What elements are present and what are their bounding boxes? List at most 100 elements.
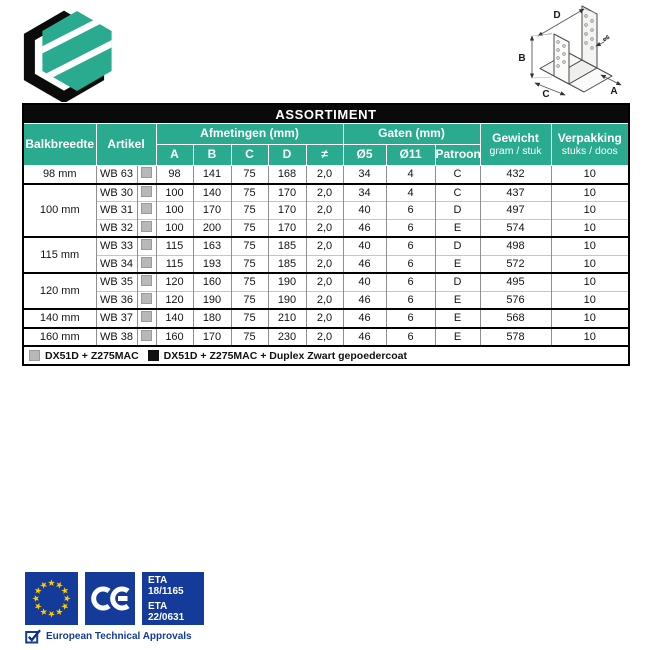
- verpakking-cell: 10: [550, 236, 630, 255]
- d11-cell: 4: [385, 182, 435, 202]
- t-cell: 2,0: [305, 165, 343, 184]
- d11-cell: 6: [385, 254, 435, 273]
- material-swatch-cell: [136, 165, 156, 184]
- col-header-verpakking: Verpakking stuks / doos: [550, 123, 630, 166]
- d-cell: 190: [267, 290, 306, 309]
- c-cell: 75: [230, 201, 268, 219]
- c-cell: 75: [230, 218, 268, 237]
- c-cell: 75: [230, 308, 268, 328]
- material-swatch-cell: [136, 308, 156, 328]
- joist-hanger-drawing-icon: D B C A ø6: [518, 5, 622, 100]
- balkbreedte-cell: 115 mm: [22, 236, 96, 273]
- a-cell: 100: [155, 201, 193, 219]
- a-cell: 160: [155, 326, 193, 346]
- gewicht-unit-label: gram / stuk: [489, 145, 542, 158]
- d5-cell: 46: [342, 254, 386, 273]
- d5-cell: 40: [342, 201, 386, 219]
- material-swatch-cell: [136, 254, 156, 273]
- d11-cell: 6: [385, 218, 435, 237]
- b-cell: 140: [192, 182, 231, 202]
- c-cell: 75: [230, 326, 268, 346]
- d11-cell: 6: [385, 201, 435, 219]
- b-cell: 170: [192, 326, 231, 346]
- product-diagram: D B C A ø6: [508, 0, 648, 105]
- material-swatch-cell: [136, 201, 156, 219]
- gray-swatch-icon: [141, 167, 152, 179]
- legend-item: DX51D + Z275MAC + Duplex Zwart gepoederc…: [147, 349, 407, 362]
- verpakking-unit-label: stuks / doos: [561, 145, 618, 158]
- d5-cell: 46: [342, 308, 386, 328]
- b-cell: 200: [192, 218, 231, 237]
- material-swatch-cell: [136, 326, 156, 346]
- c-cell: 75: [230, 272, 268, 291]
- col-header-balkbreedte: Balkbreedte: [22, 123, 97, 166]
- patroon-cell: E: [434, 326, 480, 346]
- d5-cell: 40: [342, 236, 386, 255]
- ce-mark-badge: [85, 572, 135, 625]
- d5-cell: 46: [342, 218, 386, 237]
- table-row: WB 34 115 193 75 185 2,0 46 6 E 572 10: [23, 254, 630, 273]
- legend-label: DX51D + Z275MAC: [45, 349, 139, 362]
- d-cell: 185: [267, 254, 306, 273]
- t-cell: 2,0: [305, 201, 343, 219]
- verpakking-cell: 10: [550, 272, 630, 291]
- table-row: WB 31 100 170 75 170 2,0 40 6 D 497 10: [23, 201, 630, 219]
- patroon-cell: D: [434, 272, 480, 291]
- d5-cell: 46: [342, 290, 386, 309]
- approvals-label: European Technical Approvals: [46, 631, 192, 642]
- t-cell: 2,0: [305, 236, 343, 255]
- patroon-cell: E: [434, 218, 480, 237]
- eu-flag-icon: [25, 572, 78, 625]
- material-swatch-cell: [136, 182, 156, 202]
- gray-swatch-icon: [29, 350, 40, 361]
- d-cell: 210: [267, 308, 306, 328]
- gewicht-cell: 568: [479, 308, 551, 328]
- artikel-cell: WB 63: [95, 165, 137, 184]
- a-cell: 100: [155, 182, 193, 202]
- c-cell: 75: [230, 165, 268, 184]
- eta-number-1: ETA 18/1165: [148, 574, 184, 597]
- d11-cell: 4: [385, 165, 435, 184]
- col-header-gewicht: Gewicht gram / stuk: [479, 123, 552, 166]
- d-cell: 168: [267, 165, 306, 184]
- legend-label: DX51D + Z275MAC + Duplex Zwart gepoederc…: [163, 349, 407, 362]
- material-swatch-cell: [136, 218, 156, 237]
- t-cell: 2,0: [305, 290, 343, 309]
- material-legend: DX51D + Z275MAC DX51D + Z275MAC + Duplex…: [24, 350, 628, 362]
- d5-cell: 40: [342, 272, 386, 291]
- gewicht-cell: 578: [479, 326, 551, 346]
- col-header-a: A: [155, 144, 194, 166]
- verpakking-cell: 10: [550, 201, 630, 219]
- col-group-afmetingen: Afmetingen (mm): [155, 123, 344, 145]
- verpakking-cell: 10: [550, 308, 630, 328]
- patroon-cell: E: [434, 308, 480, 328]
- col-header-d: D: [267, 144, 307, 166]
- artikel-cell: WB 33: [95, 236, 137, 255]
- patroon-cell: C: [434, 165, 480, 184]
- ce-mark-icon: [85, 572, 135, 625]
- table-row: 98 mm WB 63 98 141 75 168 2,0 34 4 C 432 10: [22, 165, 630, 184]
- d-cell: 185: [267, 236, 306, 255]
- balkbreedte-cell: 98 mm: [22, 165, 96, 184]
- table-row: 140 mm WB 37 140 180 75 210 2,0 46 6 E 568 10: [22, 308, 630, 328]
- legend-row: DX51D + Z275MAC DX51D + Z275MAC + Duplex…: [23, 345, 630, 365]
- gewicht-cell: 495: [479, 272, 551, 291]
- verpakking-label: Verpakking: [557, 130, 622, 145]
- hexagon-logo-icon: [23, 10, 112, 104]
- material-swatch-cell: [136, 290, 156, 309]
- material-swatch-cell: [136, 272, 156, 291]
- a-cell: 98: [155, 165, 193, 184]
- a-cell: 100: [155, 218, 193, 237]
- approvals-line: European Technical Approvals: [25, 629, 192, 644]
- artikel-cell: WB 30: [95, 182, 137, 202]
- b-cell: 141: [192, 165, 231, 184]
- t-cell: 2,0: [305, 182, 343, 202]
- header-row-sub: A B C D ≠ Ø5 Ø11 Patroon: [23, 144, 629, 166]
- a-cell: 120: [155, 272, 193, 291]
- c-cell: 75: [230, 254, 268, 273]
- t-cell: 2,0: [305, 272, 343, 291]
- a-cell: 115: [155, 254, 193, 273]
- d-cell: 170: [267, 182, 306, 202]
- d11-cell: 6: [385, 272, 435, 291]
- col-group-gaten: Gaten (mm): [342, 123, 481, 145]
